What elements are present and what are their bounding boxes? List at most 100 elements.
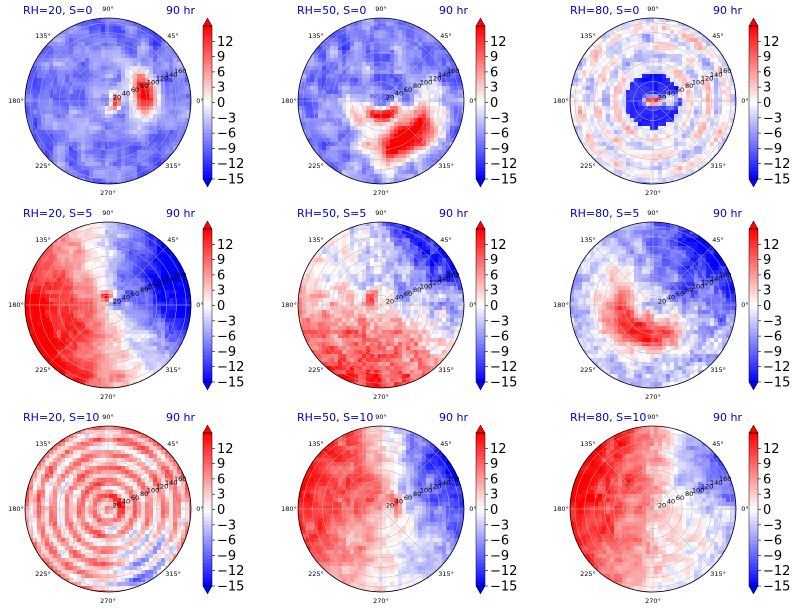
- field-cell: [582, 58, 587, 63]
- field-cell: [61, 82, 66, 87]
- field-cell: [141, 242, 146, 247]
- field-cell: [382, 182, 387, 184]
- field-cell: [678, 174, 683, 179]
- field-cell: [318, 146, 323, 151]
- field-cell: [350, 166, 355, 171]
- field-cell: [109, 142, 114, 147]
- field-cell: [434, 86, 439, 91]
- field-cell: [77, 242, 82, 247]
- field-cell: [322, 134, 327, 139]
- field-cell: [73, 262, 78, 267]
- field-cell: [81, 126, 86, 131]
- field-cell: [398, 138, 403, 143]
- field-cell: [354, 94, 359, 99]
- field-cell: [698, 66, 703, 71]
- field-cell: [53, 54, 58, 59]
- field-cell: [642, 54, 647, 59]
- field-cell: [650, 70, 655, 75]
- field-cell: [666, 26, 671, 31]
- field-cell: [630, 170, 635, 175]
- field-cell: [670, 142, 675, 147]
- field-cell: [374, 138, 379, 143]
- field-cell: [690, 158, 695, 163]
- field-cell: [97, 26, 102, 31]
- field-cell: [117, 130, 122, 135]
- field-cell: [606, 122, 611, 127]
- field-cell: [658, 58, 663, 63]
- field-cell: [446, 142, 451, 147]
- field-cell: [674, 86, 679, 91]
- field-cell: [85, 54, 90, 59]
- field-cell: [133, 138, 138, 143]
- field-cell: [185, 114, 190, 119]
- field-cell: [382, 154, 387, 159]
- field-cell: [650, 126, 655, 131]
- field-cell: [694, 86, 699, 91]
- field-cell: [578, 118, 583, 123]
- field-cell: [69, 66, 74, 71]
- field-cell: [682, 42, 687, 47]
- field-cell: [117, 246, 122, 251]
- field-cell: [422, 90, 427, 95]
- field-cell: [618, 34, 623, 39]
- field-cell: [730, 114, 735, 119]
- field-cell: [133, 30, 138, 35]
- field-cell: [438, 94, 443, 99]
- field-cell: [622, 18, 627, 23]
- field-cell: [626, 174, 631, 179]
- field-cell: [710, 66, 715, 71]
- field-cell: [85, 50, 90, 55]
- field-cell: [113, 254, 118, 259]
- field-cell: [141, 170, 146, 175]
- field-cell: [634, 162, 639, 167]
- colorbar-segment: [476, 29, 485, 35]
- field-cell: [706, 98, 711, 103]
- field-cell: [69, 170, 74, 175]
- field-cell: [149, 106, 154, 111]
- field-cell: [161, 114, 166, 119]
- field-cell: [394, 38, 399, 43]
- field-cell: [386, 134, 391, 139]
- field-cell: [117, 158, 122, 163]
- field-cell: [398, 106, 403, 111]
- field-cell: [117, 170, 122, 175]
- field-cell: [434, 38, 439, 43]
- field-cell: [734, 98, 736, 103]
- field-cell: [93, 94, 98, 99]
- field-cell: [370, 114, 375, 119]
- field-cell: [97, 94, 102, 99]
- field-cell: [586, 94, 591, 99]
- field-cell: [610, 62, 615, 67]
- field-cell: [342, 134, 347, 139]
- field-cell: [61, 90, 66, 95]
- field-cell: [117, 178, 122, 183]
- field-cell: [129, 38, 134, 43]
- field-cell: [678, 130, 683, 135]
- field-cell: [133, 78, 138, 83]
- colorbar-segment: [749, 37, 758, 42]
- field-cell: [302, 106, 307, 111]
- field-cell: [141, 126, 146, 131]
- field-cell: [61, 106, 66, 111]
- field-cell: [450, 74, 455, 79]
- field-cell: [406, 70, 411, 75]
- field-cell: [133, 234, 138, 239]
- field-cell: [73, 58, 78, 63]
- field-cell: [105, 130, 110, 135]
- field-cell: [165, 82, 170, 87]
- field-cell: [330, 34, 335, 39]
- field-cell: [630, 54, 635, 59]
- field-cell: [622, 106, 627, 111]
- field-cell: [610, 98, 615, 103]
- field-cell: [426, 162, 431, 167]
- field-cell: [93, 126, 98, 131]
- field-cell: [606, 30, 611, 35]
- field-cell: [410, 74, 415, 79]
- field-cell: [446, 82, 451, 87]
- field-cell: [109, 78, 114, 83]
- field-cell: [586, 150, 591, 155]
- field-cell: [654, 182, 659, 184]
- field-cell: [302, 110, 307, 115]
- field-cell: [153, 98, 158, 103]
- field-cell: [326, 158, 331, 163]
